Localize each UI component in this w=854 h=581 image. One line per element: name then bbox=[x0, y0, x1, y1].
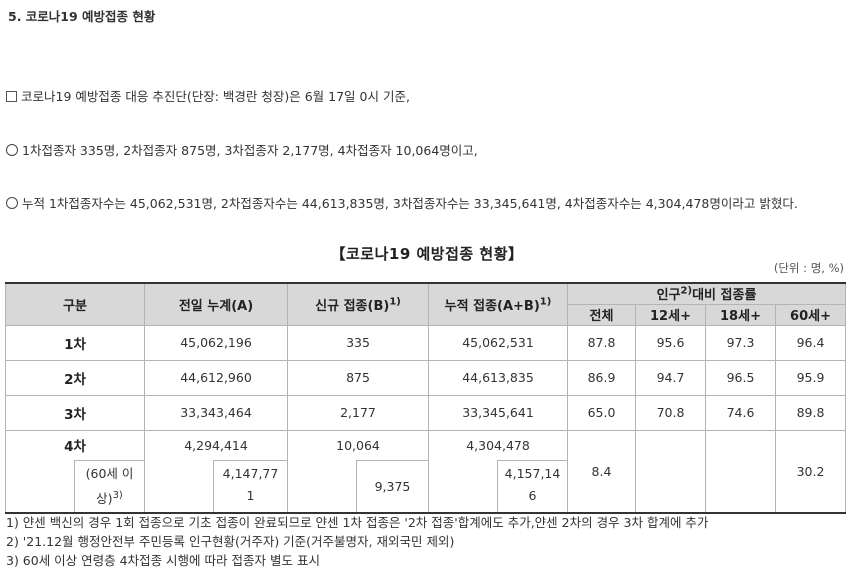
empty-cell bbox=[635, 429, 706, 514]
table-row: 1차 45,062,196 335 45,062,531 87.8 95.6 9… bbox=[5, 324, 847, 361]
paragraph-1-text: 코로나19 예방접종 대응 추진단(단장: 백경란 청장)은 6월 17일 0시… bbox=[21, 89, 410, 104]
empty-cell bbox=[705, 429, 776, 514]
section-title: 5. 코로나19 예방접종 현황 bbox=[8, 9, 156, 24]
vaccination-table: 구분 전일 누계(A) 신규 접종(B)1) 누적 접종(A+B)1) 인구2)… bbox=[5, 282, 847, 514]
header-gubun: 구분 bbox=[5, 282, 145, 326]
table-row: 3차 33,343,464 2,177 33,345,641 65.0 70.8… bbox=[5, 394, 847, 431]
footnote-1: 1) 얀센 백신의 경우 1회 접종으로 기초 접종이 완료되므로 얀센 1차 … bbox=[6, 515, 709, 530]
header-prev: 전일 누계(A) bbox=[144, 282, 288, 326]
header-sub-12: 12세+ bbox=[635, 303, 706, 326]
header-new: 신규 접종(B)1) bbox=[287, 282, 429, 326]
sub-cum-cell: 4,157,14 6 bbox=[428, 460, 568, 514]
sub-new-cell: 9,375 bbox=[287, 460, 429, 514]
table-row-sub: (60세 이 상)3) 4,147,77 1 bbox=[5, 460, 846, 514]
footnote-3: 3) 60세 이상 연령층 4차접종 시행에 따라 접종자 별도 표시 bbox=[6, 553, 320, 568]
paragraph-3: 누적 1차접종자수는 45,062,531명, 2차접종자수는 44,613,8… bbox=[6, 193, 798, 212]
header-sub-60: 60세+ bbox=[774, 303, 847, 326]
sub-label-line2: 상)3) bbox=[96, 490, 123, 507]
paragraph-2: 1차접종자 335명, 2차접종자 875명, 3차접종자 2,177명, 4차… bbox=[6, 140, 478, 159]
header-sub-18: 18세+ bbox=[705, 303, 776, 326]
footnote-2: 2) '21.12월 행정안전부 주민등록 인구현황(거주자) 기준(거주불명자… bbox=[6, 534, 455, 549]
sub-prev-cell: 4,147,77 1 bbox=[144, 460, 288, 514]
header-pop-rate: 인구2)대비 접종률 bbox=[566, 282, 847, 305]
square-bullet-icon bbox=[6, 91, 17, 102]
table-row: 4차 4,294,414 10,064 4,304,478 8.4 30.2 bbox=[5, 429, 847, 514]
header-sub-total: 전체 bbox=[567, 303, 636, 326]
paragraph-3-text: 누적 1차접종자수는 45,062,531명, 2차접종자수는 44,613,8… bbox=[22, 196, 798, 211]
table-title: 【코로나19 예방접종 현황】 bbox=[330, 245, 524, 263]
circle-bullet-icon bbox=[6, 197, 18, 209]
paragraph-1: 코로나19 예방접종 대응 추진단(단장: 백경란 청장)은 6월 17일 0시… bbox=[6, 86, 410, 105]
sub-label-cell: (60세 이 상)3) bbox=[5, 460, 145, 514]
unit-label: (단위 : 명, %) bbox=[773, 261, 844, 275]
sub-label-line1: (60세 이 bbox=[85, 466, 134, 481]
header-cum: 누적 접종(A+B)1) bbox=[428, 282, 568, 326]
circle-bullet-icon bbox=[6, 144, 18, 156]
table-row: 2차 44,612,960 875 44,613,835 86.9 94.7 9… bbox=[5, 359, 847, 396]
paragraph-2-text: 1차접종자 335명, 2차접종자 875명, 3차접종자 2,177명, 4차… bbox=[22, 143, 478, 158]
